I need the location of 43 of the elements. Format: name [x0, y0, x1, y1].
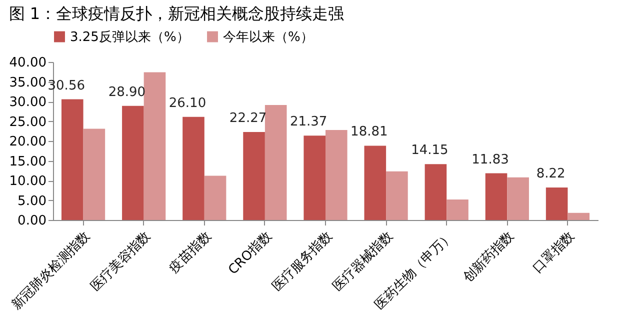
bar: [507, 177, 529, 220]
bar: [326, 130, 348, 220]
y-tick-label: 25.00: [9, 114, 46, 130]
y-tick-label: 15.00: [9, 154, 46, 170]
x-tick-label: 口罩指数: [530, 228, 578, 276]
x-tick-label: 医疗美容指数: [87, 228, 154, 295]
legend-label: 今年以来（%）: [223, 30, 314, 45]
bar: [485, 173, 508, 220]
y-tick-label: 10.00: [9, 174, 46, 189]
data-label: 8.22: [536, 166, 566, 182]
data-label: 21.37: [290, 114, 328, 130]
y-tick-label: 5.00: [18, 194, 46, 209]
bar: [304, 136, 326, 220]
y-tick-label: 0.00: [18, 214, 46, 228]
data-label: 28.90: [108, 84, 146, 100]
bar: [386, 171, 408, 220]
chart-title: 图 1：全球疫情反扑，新冠相关概念股持续走强: [8, 4, 344, 23]
data-label: 22.27: [229, 111, 267, 126]
data-label: 26.10: [168, 96, 206, 111]
bar: [204, 176, 226, 220]
bar: [264, 105, 287, 220]
bar: [424, 164, 447, 220]
y-tick-label: 40.00: [9, 56, 46, 70]
bar: [568, 212, 590, 220]
y-tick-label: 20.00: [9, 134, 46, 150]
legend-label: 3.25反弹以来（%）: [70, 30, 190, 45]
bar: [83, 128, 106, 220]
data-label: 30.56: [48, 78, 85, 94]
data-label: 14.15: [411, 143, 448, 158]
bar: [446, 199, 468, 220]
x-tick-label: 创新药指数: [460, 228, 518, 286]
data-label: 18.81: [350, 124, 388, 140]
y-tick-label: 35.00: [9, 75, 46, 90]
data-label: 11.83: [472, 152, 509, 168]
bar: [243, 132, 265, 220]
bar: [144, 72, 166, 220]
bar: [546, 188, 568, 220]
bar: [61, 99, 84, 220]
bar: [122, 106, 144, 220]
bar: [182, 116, 204, 220]
x-tick-label: 疫苗指数: [166, 228, 214, 276]
y-tick-label: 30.00: [9, 95, 46, 110]
bar: [364, 146, 386, 220]
